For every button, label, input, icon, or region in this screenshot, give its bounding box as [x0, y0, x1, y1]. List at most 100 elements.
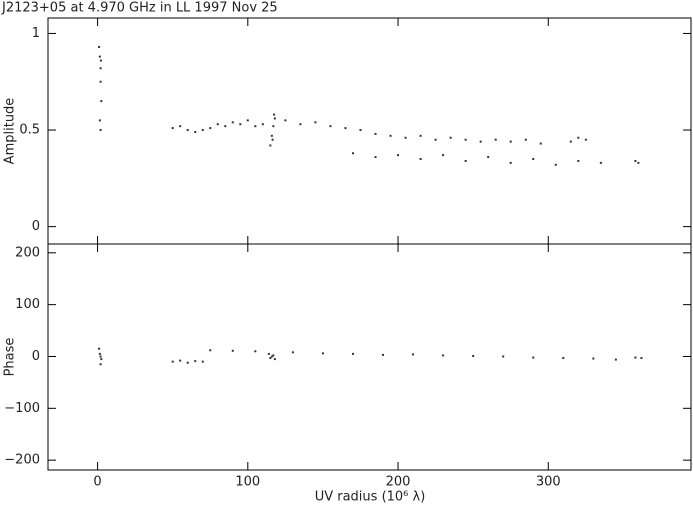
y-tick-label: 0.5 [19, 123, 40, 138]
data-point [374, 132, 377, 135]
data-point [270, 355, 273, 358]
data-point [314, 121, 317, 124]
data-point [271, 138, 274, 141]
data-point [640, 357, 643, 360]
data-point [224, 125, 227, 128]
data-point [239, 123, 242, 126]
data-point [554, 163, 557, 166]
data-point [464, 138, 467, 141]
data-point [273, 117, 276, 120]
data-point [273, 113, 276, 116]
data-point [634, 159, 637, 162]
data-point [98, 347, 101, 350]
data-point [599, 161, 602, 164]
data-point [509, 140, 512, 143]
x-tick-label: 300 [536, 475, 561, 490]
data-point [509, 161, 512, 164]
data-point [494, 138, 497, 141]
data-point [261, 123, 264, 126]
y-tick-label: 0 [32, 219, 40, 234]
data-point [351, 352, 354, 355]
data-point [209, 127, 212, 130]
data-point [231, 349, 234, 352]
plot-frame [47, 243, 692, 471]
data-point [634, 356, 637, 359]
data-point [284, 119, 287, 122]
data-point [614, 358, 617, 361]
y-tick-label: −200 [4, 453, 40, 468]
data-point [98, 352, 101, 355]
y-axis-label: Phase [3, 338, 18, 377]
data-point [194, 360, 197, 363]
data-point [272, 354, 275, 357]
data-point [539, 142, 542, 145]
x-tick-label: 0 [93, 475, 101, 490]
data-point [179, 359, 182, 362]
data-point [98, 119, 101, 122]
data-point [267, 352, 270, 355]
data-point [194, 130, 197, 133]
x-tick-label: 200 [386, 475, 411, 490]
data-point [479, 140, 482, 143]
data-point [532, 158, 535, 161]
data-point [231, 121, 234, 124]
data-point [382, 353, 385, 356]
data-point [502, 355, 505, 358]
data-point [186, 129, 189, 132]
y-tick-label: 1 [32, 26, 40, 41]
chart-title: J2123+05 at 4.970 GHz in LL 1997 Nov 25 [1, 1, 278, 16]
x-tick-label: 100 [235, 475, 260, 490]
data-point [246, 119, 249, 122]
y-tick-label: −100 [4, 401, 40, 416]
data-point [99, 129, 102, 132]
data-point [419, 134, 422, 137]
data-point [99, 59, 102, 62]
data-point [389, 134, 392, 137]
y-tick-label: 200 [15, 245, 40, 260]
data-point [201, 129, 204, 132]
data-point [464, 159, 467, 162]
data-point [577, 159, 580, 162]
data-point [397, 154, 400, 157]
y-tick-label: 100 [15, 297, 40, 312]
data-point [99, 355, 102, 358]
data-point [404, 136, 407, 139]
data-point [99, 80, 102, 83]
data-point [592, 357, 595, 360]
data-point [487, 156, 490, 159]
data-point [216, 123, 219, 126]
data-point [569, 140, 572, 143]
data-point [577, 136, 580, 139]
data-point [442, 354, 445, 357]
data-point [273, 358, 276, 361]
data-point [351, 152, 354, 155]
data-point [434, 138, 437, 141]
data-point [209, 349, 212, 352]
data-point [584, 138, 587, 141]
data-point [419, 158, 422, 161]
data-point [99, 363, 102, 366]
data-point [472, 354, 475, 357]
data-point [524, 138, 527, 141]
x-axis-label: UV radius (10⁶ λ) [315, 490, 426, 505]
data-point [179, 125, 182, 128]
data-point [254, 125, 257, 128]
data-point [449, 136, 452, 139]
plot-frame [47, 17, 692, 245]
data-point [269, 357, 272, 360]
data-point [299, 123, 302, 126]
data-point [99, 67, 102, 70]
data-point [412, 353, 415, 356]
data-point [171, 127, 174, 130]
data-point [270, 134, 273, 137]
data-point [272, 125, 275, 128]
data-point [532, 356, 535, 359]
data-point [442, 154, 445, 157]
data-point [269, 144, 272, 147]
data-point [344, 127, 347, 130]
data-point [98, 45, 101, 48]
y-axis-label: Amplitude [3, 98, 18, 165]
data-point [321, 352, 324, 355]
data-point [254, 350, 257, 353]
